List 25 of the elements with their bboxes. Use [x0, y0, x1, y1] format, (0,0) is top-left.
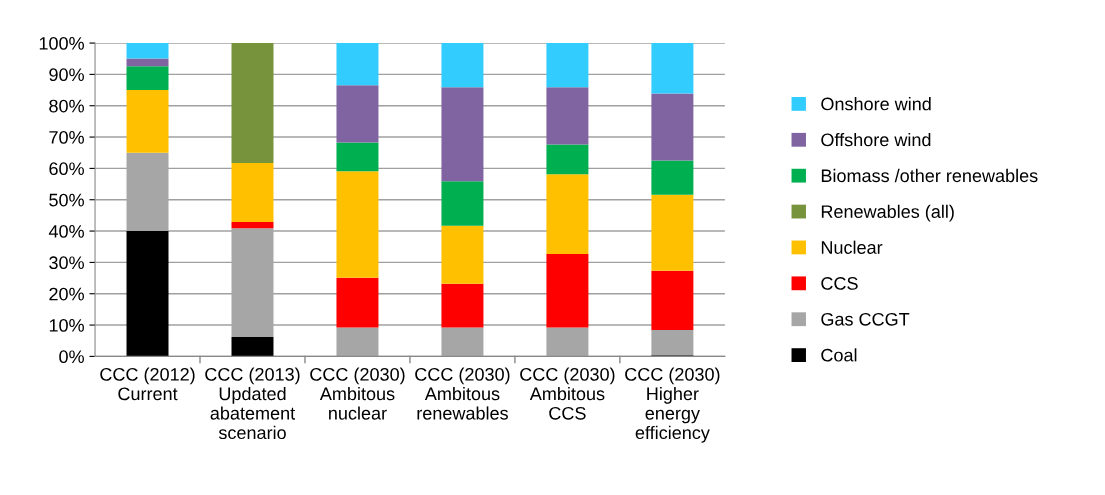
x-tick-label: CCC (2030) Ambitous nuclear — [310, 367, 405, 420]
x-tick-label: CCC (2030) Ambitous CCS — [520, 367, 615, 420]
x-tick-label: CCC (2030) Ambitous renewables — [415, 367, 510, 420]
y-tick-label: 80% — [49, 99, 84, 113]
y-tick-label: 60% — [49, 162, 84, 176]
y-tick-label: 50% — [49, 193, 84, 207]
y-tick-label: 90% — [49, 68, 84, 82]
legend-label: Offshore wind — [821, 132, 931, 147]
x-tick-label: CCC (2013) Updated abatement scenario — [205, 367, 300, 440]
y-tick-label: 30% — [49, 256, 84, 270]
x-tick-label: CCC (2012) Current — [100, 367, 195, 401]
y-tick-label: 10% — [49, 319, 84, 332]
y-tick-label: 100% — [39, 37, 84, 50]
y-tick-label: 0% — [59, 350, 84, 364]
y-tick-label: 40% — [48, 225, 84, 238]
legend-label: Coal — [821, 348, 857, 362]
legend-label: Gas CCGT — [821, 312, 910, 326]
legend-label: Onshore wind — [821, 97, 931, 111]
y-tick-label: 70% — [49, 131, 84, 144]
legend-label: Nuclear — [821, 240, 883, 254]
legend-label: CCS — [821, 277, 858, 290]
y-tick-label: 20% — [49, 287, 84, 301]
legend-label: Renewables (all) — [821, 204, 954, 222]
x-tick-label: CCC (2030) Higher energy efficiency — [625, 367, 720, 443]
legend-label: Biomass /other renewables — [821, 168, 1038, 183]
